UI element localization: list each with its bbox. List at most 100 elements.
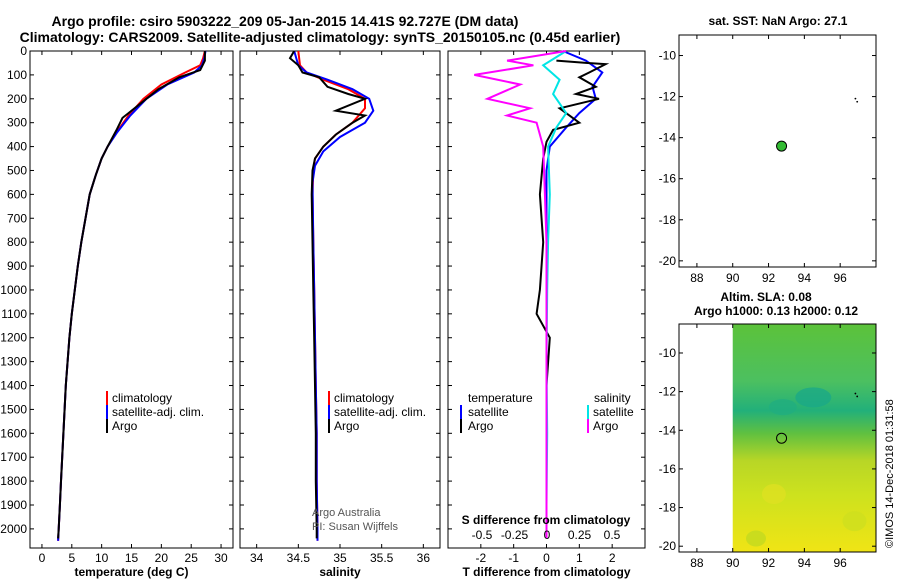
s-tick-label: -0.25 bbox=[501, 528, 529, 542]
island-dot bbox=[854, 97, 857, 100]
legend-label-climatology: climatology bbox=[112, 391, 172, 405]
lon-tick-label: 92 bbox=[762, 556, 776, 570]
depth-tick-label: 0 bbox=[20, 44, 27, 58]
series-line-climatology bbox=[297, 50, 366, 541]
sla-title: Altim. SLA: 0.08 bbox=[720, 290, 812, 304]
depth-tick-label: 200 bbox=[7, 92, 27, 106]
lon-tick-label: 88 bbox=[690, 271, 704, 285]
lon-tick-label: 96 bbox=[834, 271, 848, 285]
x-axis-label: salinity bbox=[319, 565, 361, 579]
credit-line-2: PI: Susan Wijffels bbox=[312, 521, 398, 533]
x-tick-label: 10 bbox=[95, 551, 109, 565]
x-tick-label: 20 bbox=[155, 551, 169, 565]
x-tick-label: 1 bbox=[576, 551, 583, 565]
s-tick-label: 0 bbox=[544, 528, 551, 542]
legend-label-argo: Argo bbox=[112, 419, 138, 433]
legend-label-t-satellite: satellite bbox=[468, 405, 509, 419]
lat-tick-label: -14 bbox=[659, 423, 677, 437]
lat-tick-label: -12 bbox=[659, 385, 677, 399]
s-tick-label: 0.5 bbox=[604, 528, 621, 542]
depth-tick-label: 800 bbox=[7, 235, 27, 249]
x-tick-label: 34.5 bbox=[287, 551, 311, 565]
x-tick-label: 35 bbox=[333, 551, 347, 565]
legend-title-salinity: salinity bbox=[594, 391, 631, 405]
depth-tick-label: 1400 bbox=[0, 379, 27, 393]
legend-label-argo: Argo bbox=[334, 419, 360, 433]
depth-tick-label: 1500 bbox=[0, 402, 27, 416]
legend-label-satellite: satellite-adj. clim. bbox=[112, 405, 204, 419]
sla-blob bbox=[842, 511, 867, 532]
legend-label-climatology: climatology bbox=[334, 391, 394, 405]
salinity-legend: climatology satellite-adj. clim. Argo bbox=[328, 391, 426, 433]
lat-tick-label: -20 bbox=[659, 539, 677, 553]
lon-tick-label: 90 bbox=[726, 556, 740, 570]
sla-blob bbox=[761, 484, 786, 505]
lat-tick-label: -10 bbox=[659, 346, 677, 360]
sst-map: 88 90 92 94 96 -10 -12 -14 -16 -18 -20 bbox=[659, 34, 877, 285]
argo-position-marker bbox=[776, 140, 788, 152]
x-tick-label: 15 bbox=[125, 551, 139, 565]
temperature-panel: 0100200300400500600700800900100011001200… bbox=[0, 44, 234, 579]
depth-tick-label: 1000 bbox=[0, 283, 27, 297]
island-dot bbox=[854, 392, 857, 395]
legend-label-s-argo: Argo bbox=[593, 419, 619, 433]
island-dot bbox=[856, 100, 859, 103]
lon-tick-label: 90 bbox=[726, 271, 740, 285]
depth-tick-label: 1800 bbox=[0, 474, 27, 488]
x-tick-label: 35.5 bbox=[370, 551, 394, 565]
x-tick-label: 0 bbox=[543, 551, 550, 565]
x-tick-label: 0 bbox=[39, 551, 46, 565]
legend-label-s-satellite: satellite bbox=[593, 405, 634, 419]
sla-blob bbox=[795, 387, 832, 408]
lon-tick-label: 94 bbox=[798, 271, 812, 285]
x-axis-label: temperature (deg C) bbox=[74, 565, 188, 579]
s-difference-axis-label: S difference from climatology bbox=[462, 513, 631, 527]
lat-tick-label: -18 bbox=[659, 213, 677, 227]
depth-tick-label: 1700 bbox=[0, 450, 27, 464]
difference-panel: -2 -1 0 1 2T difference from climatology bbox=[447, 50, 646, 579]
map-frame bbox=[678, 34, 877, 268]
island-dot bbox=[856, 395, 859, 398]
x-tick-label: -1 bbox=[508, 551, 519, 565]
depth-tick-label: 900 bbox=[7, 259, 27, 273]
lat-tick-label: -10 bbox=[659, 49, 677, 63]
series-line-argo bbox=[288, 50, 369, 539]
lon-tick-label: 92 bbox=[762, 271, 776, 285]
depth-tick-label: 300 bbox=[7, 116, 27, 130]
lon-tick-label: 88 bbox=[690, 556, 704, 570]
title-line-2: Climatology: CARS2009. Satellite-adjuste… bbox=[20, 29, 621, 45]
depth-tick-label: 400 bbox=[7, 140, 27, 154]
x-tick-label: 2 bbox=[609, 551, 616, 565]
x-tick-label: -2 bbox=[475, 551, 486, 565]
difference-legend: temperature satellite Argo salinity sate… bbox=[460, 391, 634, 433]
x-axis-label: T difference from climatology bbox=[462, 565, 630, 579]
x-tick-label: 5 bbox=[68, 551, 75, 565]
series-line-climatology bbox=[57, 50, 206, 541]
depth-tick-label: 100 bbox=[7, 68, 27, 82]
sla-blob bbox=[746, 530, 767, 547]
x-tick-label: 34 bbox=[250, 551, 264, 565]
x-tick-label: 25 bbox=[185, 551, 199, 565]
x-tick-label: 30 bbox=[214, 551, 228, 565]
depth-tick-label: 500 bbox=[7, 163, 27, 177]
depth-tick-label: 600 bbox=[7, 187, 27, 201]
depth-tick-label: 1600 bbox=[0, 426, 27, 440]
lat-tick-label: -16 bbox=[659, 172, 677, 186]
s-tick-label: -0.5 bbox=[472, 528, 493, 542]
series-line-s-argo bbox=[474, 50, 567, 539]
legend-label-satellite: satellite-adj. clim. bbox=[334, 405, 426, 419]
lat-tick-label: -18 bbox=[659, 501, 677, 515]
s-tick-label: 0.25 bbox=[568, 528, 592, 542]
depth-tick-label: 700 bbox=[7, 211, 27, 225]
argo-position-marker bbox=[776, 432, 788, 444]
plot-frame bbox=[239, 50, 441, 549]
legend-title-temperature: temperature bbox=[468, 391, 533, 405]
sla-blob bbox=[768, 399, 797, 416]
sla-map: 88 90 92 94 96 -10 -12 -14 -16 -18 -20 bbox=[659, 323, 877, 570]
title-line-1: Argo profile: csiro 5903222_209 05-Jan-2… bbox=[52, 13, 519, 29]
credit-line-1: Argo Australia bbox=[312, 507, 381, 519]
sst-title: sat. SST: NaN Argo: 27.1 bbox=[709, 14, 848, 28]
lon-tick-label: 96 bbox=[834, 556, 848, 570]
height-title: Argo h1000: 0.13 h2000: 0.12 bbox=[694, 304, 858, 318]
